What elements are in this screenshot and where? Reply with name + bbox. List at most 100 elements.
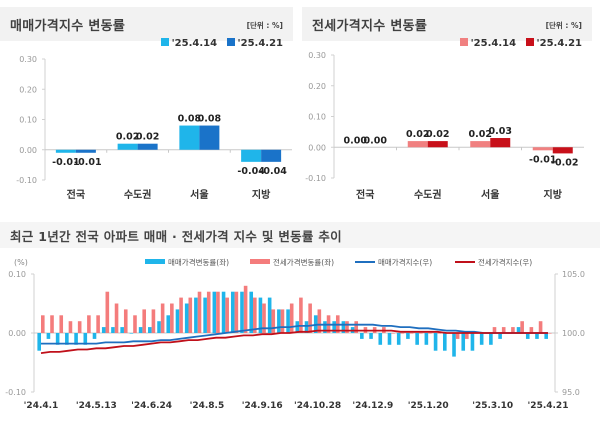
jeonse-change-bar [87,315,91,333]
sale-change-bar [55,333,60,345]
bar-sale-1-1 [137,143,158,150]
bar-sale-0-1 [75,149,96,153]
data-label: -0.02 [551,157,578,168]
bar-jeonse-3-1 [552,147,573,154]
sale-change-bar [184,303,189,333]
right-tick-label: 95.0 [562,388,580,397]
trend-legend-label: 전세가격지수(우) [478,257,532,267]
sale-change-bar [443,333,447,351]
jeonse-change-bar [151,309,156,333]
data-label: -0.01 [74,157,101,168]
sale-legend-2: '25.4.21 [237,38,283,49]
x-tick-label: 수도권 [124,189,152,201]
right-tick-label: 105.0 [562,270,585,279]
jeonse-change-bar [308,303,312,333]
bar-sale-3-0 [241,149,262,162]
legend-swatch-icon [226,38,235,46]
sale-change-bar [212,291,217,333]
jeonse-change-bar [197,291,202,333]
data-label: 0.02 [406,129,429,140]
x-tick-label: 서울 [190,188,208,201]
trend-legend-swatch-icon [145,259,165,264]
jeonse-change-bar [59,315,64,333]
legend-swatch-icon [459,38,468,46]
sale-index-line [41,323,548,345]
bar-jeonse-1-0 [407,141,428,148]
jeonse-change-bar [400,333,405,334]
sale-change-bar [415,333,419,345]
sale-legend: '25.4.14 '25.4.21 [155,38,283,49]
bar-jeonse-2-0 [470,141,491,148]
sale-change-bar [286,309,290,333]
x-tick-label: '25.3.10 [472,401,513,411]
jeonse-change-bar [225,297,229,333]
sale-change-bar [175,309,180,333]
sale-change-bar [46,333,51,339]
data-label: 0.00 [364,135,388,146]
jeonse-change-bar [345,321,349,333]
sale-change-bar [387,333,392,345]
x-tick-label: 지방 [252,188,271,201]
x-tick-label: '24.12.9 [352,401,393,411]
data-label: 0.02 [116,132,139,143]
x-tick-label: '24.9.16 [242,401,283,411]
y-tick-label: -0.10 [305,174,326,183]
jeonse-change-bar [289,303,294,333]
jeonse-change-bar [455,333,460,339]
sale-change-bar [396,333,401,345]
x-tick-label: '24.10.28 [294,401,341,411]
sale-change-bar [323,321,327,333]
jeonse-change-bar [437,333,441,334]
sale-change-bar [498,333,502,339]
jeonse-change-bar [280,309,285,333]
data-label: 0.08 [178,114,202,125]
sale-change-bar [166,315,171,333]
jeonse-legend-2: '25.4.21 [536,38,582,49]
sale-change-bar [516,327,521,333]
jeonse-change-bar [548,333,552,334]
sale-change-bar [129,333,134,334]
jeonse-change-bar [391,333,395,334]
trend-legend-label: 매매가격변동률(좌) [168,257,229,267]
y-tick-label: 0.00 [19,146,37,155]
sale-change-bar [461,333,466,351]
x-tick-label: '25.1.20 [408,401,449,411]
sale-change-bar [424,333,429,345]
x-tick-label: 수도권 [414,189,442,201]
sale-change-bar [230,291,235,333]
sale-change-bar [249,291,254,333]
jeonse-change-bar [50,315,54,333]
jeonse-change-bar [105,291,110,333]
legend-swatch-icon [160,38,169,46]
data-label: 0.00 [344,135,368,146]
sale-change-bar [194,297,198,333]
jeonse-change-bar [501,327,506,333]
bar-jeonse-1-1 [427,141,448,148]
y-tick-label: 0.00 [308,143,326,152]
jeonse-change-bar [216,291,220,333]
sale-change-bar [360,333,364,339]
x-tick-label: '25.4.21 [528,401,569,411]
sale-change-bar [138,327,143,333]
sale-bar-chart: 0.30 0.20 0.10 0.00 -0.10 전국 -0.01-0.01 수도권 0.02… [16,55,292,201]
sale-change-bar [74,333,78,345]
sale-change-bar [369,333,373,339]
y-tick-label: 0.30 [19,55,37,64]
bar-sale-3-1 [261,149,282,162]
jeonse-change-bar [538,321,543,333]
sale-change-bar [148,327,152,333]
trend-legend-swatch-icon [455,261,475,263]
sale-change-bar [65,333,69,345]
sale-change-bar [378,333,383,345]
trend-legend-swatch-icon [355,261,375,263]
jeonse-change-bar [492,327,497,333]
data-label: 0.02 [426,129,449,140]
sale-change-bar [535,333,539,339]
jeonse-change-bar [299,297,303,333]
x-tick-label: '24.5.13 [76,401,117,411]
jeonse-change-bar [529,327,534,333]
sale-change-bar [258,297,263,333]
x-tick-label: 서울 [481,188,499,201]
left-tick-label: -0.10 [5,388,26,397]
sale-change-bar [525,333,530,339]
